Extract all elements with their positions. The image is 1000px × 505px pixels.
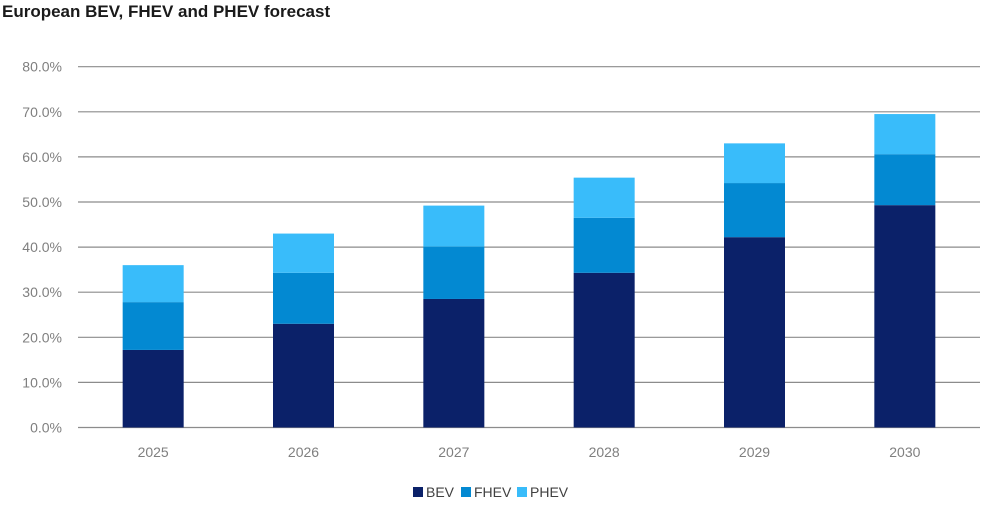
x-tick-label: 2028 <box>589 444 620 460</box>
y-tick-label: 10.0% <box>22 374 62 390</box>
bar-bev-2025 <box>122 349 184 428</box>
bar-bev-2029 <box>724 237 785 428</box>
bar-fhev-2029 <box>724 183 785 238</box>
x-tick-label: 2030 <box>889 444 920 460</box>
x-tick-label: 2025 <box>138 444 169 460</box>
bar-bev-2030 <box>874 205 936 428</box>
legend-swatch-phev <box>517 487 527 497</box>
bar-bev-2028 <box>573 272 635 428</box>
legend-swatch-bev <box>413 487 423 497</box>
bar-bev-2026 <box>273 323 334 428</box>
bar-fhev-2025 <box>122 302 184 350</box>
y-tick-label: 70.0% <box>22 104 62 120</box>
bar-phev-2029 <box>724 143 785 184</box>
legend-label-bev: BEV <box>426 484 455 500</box>
bar-fhev-2026 <box>273 272 334 324</box>
y-tick-label: 30.0% <box>22 284 62 300</box>
y-tick-label: 0.0% <box>30 420 62 436</box>
legend-label-fhev: FHEV <box>474 484 512 500</box>
legend-label-phev: PHEV <box>530 484 569 500</box>
bar-phev-2026 <box>273 233 334 273</box>
chart-title: European BEV, FHEV and PHEV forecast <box>2 2 331 21</box>
bar-phev-2028 <box>573 177 635 218</box>
bar-phev-2027 <box>423 205 485 247</box>
x-tick-label: 2026 <box>288 444 319 460</box>
bar-fhev-2028 <box>573 217 635 273</box>
y-tick-label: 60.0% <box>22 149 62 165</box>
bar-fhev-2027 <box>423 246 485 299</box>
bar-bev-2027 <box>423 298 485 428</box>
y-tick-label: 50.0% <box>22 194 62 210</box>
bar-phev-2025 <box>122 265 184 303</box>
y-tick-label: 80.0% <box>22 59 62 75</box>
x-tick-label: 2027 <box>438 444 469 460</box>
y-tick-label: 20.0% <box>22 329 62 345</box>
y-tick-label: 40.0% <box>22 239 62 255</box>
x-tick-label: 2029 <box>739 444 770 460</box>
bar-phev-2030 <box>874 114 936 155</box>
bar-fhev-2030 <box>874 154 936 206</box>
legend-swatch-fhev <box>461 487 471 497</box>
